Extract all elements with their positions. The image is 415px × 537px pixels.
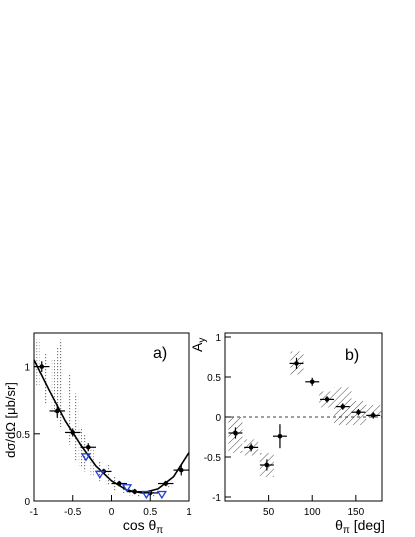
panel-a-triangle-point bbox=[80, 453, 92, 462]
panel-b-ylabel: Ay bbox=[189, 338, 208, 352]
panel-b-xlabel: θπ [deg] bbox=[335, 517, 385, 536]
panel-b-point bbox=[277, 433, 283, 439]
panel-b-point bbox=[370, 413, 376, 418]
panel-b-ylabel-sub: y bbox=[197, 338, 208, 343]
panel-a-triangle-point bbox=[121, 484, 133, 493]
panel-a-xtick-label: 0.5 bbox=[143, 507, 157, 518]
panel-b-point bbox=[340, 404, 346, 409]
panel-a-point bbox=[178, 467, 184, 473]
panel-b-ytick-label: 1 bbox=[215, 333, 221, 344]
panel-b-point bbox=[324, 397, 330, 402]
panel-a-ylabel: dσ/dΩ [μb/sr] bbox=[3, 382, 18, 458]
panel-a-points bbox=[34, 361, 189, 500]
panel-a-syst-band bbox=[82, 433, 86, 472]
panel-b: 50 100 150 -1 -0.5 0 0.5 1 b) θπ [deg] Ay bbox=[189, 332, 385, 536]
panel-b-ytick-label: 0 bbox=[215, 413, 221, 424]
panel-a-xtick-label: 1 bbox=[186, 507, 192, 518]
panel-b-ytick-label: -0.5 bbox=[204, 453, 222, 464]
panel-b-xlabel-rest: [deg] bbox=[350, 517, 385, 533]
panel-b-xlabel-main: θ bbox=[335, 517, 343, 533]
panel-b-point bbox=[294, 361, 299, 366]
panel-a-ytick-label: 0.5 bbox=[16, 430, 30, 441]
panel-a-xtick-label: 0 bbox=[109, 507, 115, 518]
panel-b-xtick-label: 150 bbox=[347, 507, 364, 518]
panel-b-syst-box bbox=[366, 405, 382, 417]
panel-a-point bbox=[39, 364, 45, 369]
panel-a-point bbox=[116, 481, 122, 486]
panel-a-syst-band bbox=[55, 346, 59, 421]
panel-a-syst-band bbox=[44, 353, 48, 405]
panel-b-point bbox=[356, 409, 361, 415]
panel-a-triangle-point bbox=[94, 470, 106, 479]
panel-b-label: b) bbox=[345, 347, 359, 364]
panel-b-ytick-label: 0.5 bbox=[207, 373, 221, 384]
panel-a-ytick-label: 1 bbox=[24, 363, 30, 374]
panel-b-point bbox=[248, 445, 254, 450]
panel-a-point bbox=[85, 444, 91, 450]
panel-a: -1 -0.5 0 0.5 1 0 0.5 1 a) cos θπ dσ/dΩ [μb/sr] bbox=[3, 332, 192, 536]
panel-b-point bbox=[264, 462, 270, 468]
panel-a-xtick-label: -1 bbox=[30, 507, 39, 518]
panel-a-syst-band bbox=[51, 359, 55, 414]
panel-a-xlabel-main: cos θ bbox=[123, 517, 157, 533]
panel-b-ylabel-main: A bbox=[189, 342, 205, 352]
panel-a-triangle-point bbox=[156, 490, 168, 500]
panel-a-triangle-point bbox=[141, 490, 152, 500]
panel-a-syst-band bbox=[137, 490, 141, 497]
panel-a-syst-band bbox=[59, 339, 63, 428]
panel-a-ytick-label: 0 bbox=[24, 497, 30, 508]
panel-a-xlabel-sub: π bbox=[156, 525, 163, 536]
panel-a-point bbox=[163, 481, 169, 486]
panel-b-points bbox=[228, 357, 381, 471]
panel-a-xlabel: cos θπ bbox=[123, 517, 163, 536]
panel-b-point bbox=[309, 379, 315, 385]
panel-a-point bbox=[132, 489, 138, 494]
panel-a-syst-band bbox=[75, 393, 79, 461]
panel-a-label: a) bbox=[153, 345, 167, 362]
panel-a-syst-band bbox=[36, 339, 40, 387]
panel-a-syst-band bbox=[152, 490, 156, 497]
panel-a-xtick-label: -0.5 bbox=[64, 507, 82, 518]
panel-b-xtick-label: 50 bbox=[263, 507, 275, 518]
panel-a-syst-band bbox=[67, 373, 71, 445]
panel-a-point bbox=[54, 408, 60, 414]
panel-a-syst-band bbox=[106, 463, 110, 485]
panel-a-ticks: -1 -0.5 0 0.5 1 0 0.5 1 bbox=[16, 363, 192, 518]
panel-b-ytick-label: -1 bbox=[212, 493, 221, 504]
panel-b-xtick-label: 100 bbox=[304, 507, 321, 518]
panel-b-ticks: 50 100 150 -1 -0.5 0 0.5 1 bbox=[204, 333, 365, 518]
panel-b-xlabel-sub: π bbox=[343, 525, 350, 536]
panel-a-point bbox=[70, 430, 76, 435]
panel-b-point bbox=[233, 430, 238, 436]
